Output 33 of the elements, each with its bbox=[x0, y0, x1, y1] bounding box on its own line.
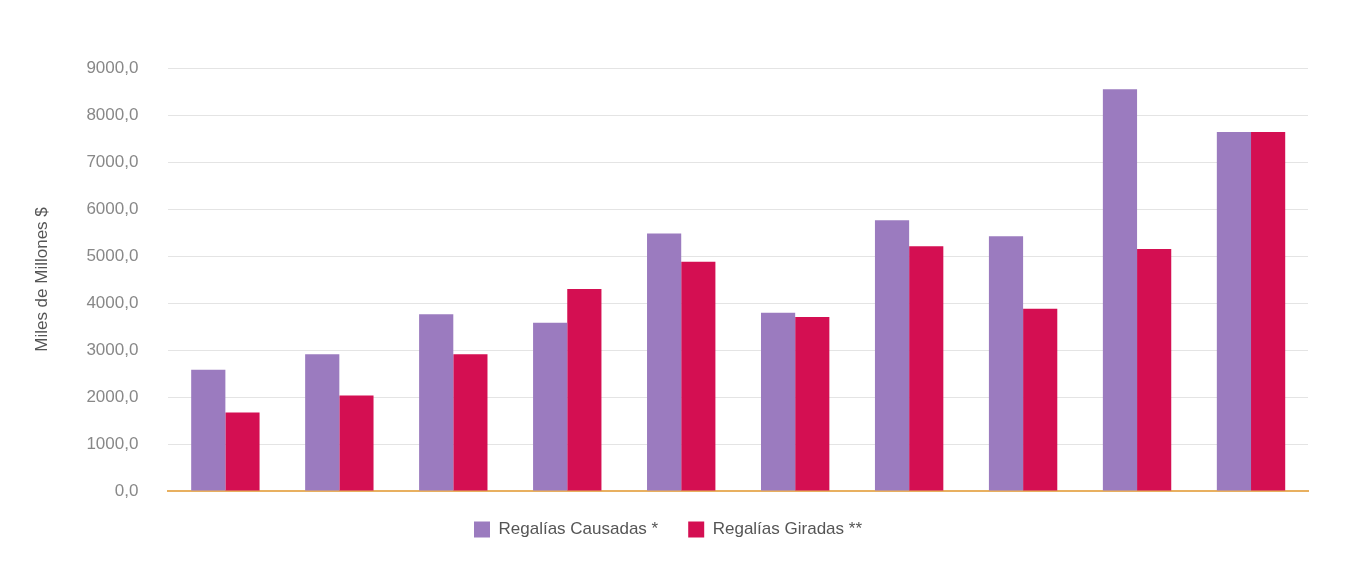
bar bbox=[647, 233, 682, 491]
bar bbox=[681, 261, 716, 491]
bar bbox=[567, 288, 602, 491]
y-tick-label: 2000,0 bbox=[86, 386, 139, 406]
y-tick-label: 5000,0 bbox=[86, 245, 139, 265]
bar bbox=[988, 236, 1024, 491]
y-tick-label: 4000,0 bbox=[86, 292, 139, 312]
bar bbox=[419, 314, 454, 491]
y-axis-title: Miles de Millones $ bbox=[31, 206, 51, 352]
bar bbox=[191, 369, 226, 491]
bar bbox=[1137, 248, 1172, 491]
bar bbox=[909, 246, 944, 491]
bar bbox=[225, 412, 260, 491]
y-tick-label: 7000,0 bbox=[86, 151, 139, 171]
y-tick-label: 8000,0 bbox=[86, 104, 139, 124]
bar bbox=[874, 220, 910, 491]
bar bbox=[453, 354, 488, 491]
bar bbox=[305, 354, 340, 491]
y-tick-label: 9000,0 bbox=[86, 57, 139, 77]
legend-label: Regalías Causadas * bbox=[498, 519, 659, 539]
bar bbox=[1102, 89, 1138, 491]
bar bbox=[339, 395, 374, 491]
bar bbox=[1251, 131, 1286, 491]
y-tick-label: 3000,0 bbox=[86, 339, 139, 359]
y-tick-label: 1000,0 bbox=[86, 433, 139, 453]
bar bbox=[1023, 308, 1058, 491]
bar bbox=[533, 322, 568, 491]
y-tick-label: 6000,0 bbox=[86, 198, 139, 218]
y-tick-label: 0,0 bbox=[114, 480, 139, 500]
bar bbox=[795, 317, 830, 491]
legend-label: Regalías Giradas ** bbox=[712, 519, 863, 539]
bar bbox=[760, 312, 796, 491]
bar bbox=[1216, 131, 1252, 491]
